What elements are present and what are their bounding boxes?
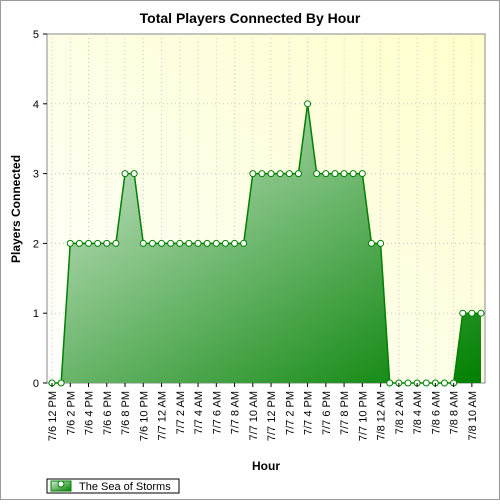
data-point <box>404 379 412 387</box>
legend: The Sea of Storms <box>46 478 180 494</box>
x-tick-label: 7/6 6 PM <box>102 391 114 435</box>
data-point <box>340 170 348 178</box>
x-tick-label: 7/6 12 PM <box>47 391 59 441</box>
data-point <box>358 170 366 178</box>
x-tick-label: 7/6 4 PM <box>84 391 96 435</box>
data-point <box>203 239 211 247</box>
x-tick-label: 7/8 6 AM <box>430 391 442 434</box>
data-point <box>249 170 257 178</box>
data-point <box>167 239 175 247</box>
x-tick-label: 7/7 4 PM <box>303 391 315 435</box>
data-point <box>176 239 184 247</box>
data-point <box>477 309 485 317</box>
data-point <box>240 239 248 247</box>
data-point <box>94 239 102 247</box>
data-point <box>112 239 120 247</box>
data-point <box>103 239 111 247</box>
x-tick-label: 7/8 4 AM <box>412 391 424 434</box>
data-point <box>130 170 138 178</box>
data-point <box>221 239 229 247</box>
data-point <box>322 170 330 178</box>
data-point <box>468 309 476 317</box>
x-tick-label: 7/7 6 PM <box>321 391 333 435</box>
y-tick-label: 3 <box>33 169 39 181</box>
data-point <box>276 170 284 178</box>
x-tick-label: 7/8 8 AM <box>449 391 461 434</box>
x-tick-label: 7/7 8 AM <box>230 391 242 434</box>
x-tick-label: 7/7 10 PM <box>357 391 369 441</box>
data-point <box>331 170 339 178</box>
data-point <box>66 239 74 247</box>
data-point <box>158 239 166 247</box>
x-tick-label: 7/7 6 AM <box>211 391 223 434</box>
x-tick-label: 7/7 2 PM <box>284 391 296 435</box>
data-point <box>367 239 375 247</box>
x-tick-label: 7/7 8 PM <box>339 391 351 435</box>
x-tick-label: 7/7 10 AM <box>248 391 260 441</box>
x-tick-label: 7/8 2 AM <box>394 391 406 434</box>
data-point <box>386 379 394 387</box>
chart-title: Total Players Connected By Hour <box>140 10 361 26</box>
data-point <box>304 100 312 108</box>
data-point <box>212 239 220 247</box>
data-point <box>313 170 321 178</box>
x-tick-label: 7/8 12 AM <box>376 391 388 441</box>
data-point <box>349 170 357 178</box>
series-fill <box>52 103 481 384</box>
legend-marker <box>57 480 65 488</box>
data-point <box>231 239 239 247</box>
y-axis-ticks: 0 1 2 3 4 5 <box>33 29 47 390</box>
x-tick-label: 7/8 10 AM <box>467 391 479 441</box>
data-point <box>148 239 156 247</box>
x-tick-label: 7/7 12 PM <box>266 391 278 441</box>
data-point <box>258 170 266 178</box>
legend-box <box>46 478 180 494</box>
data-point <box>75 239 83 247</box>
data-point <box>139 239 147 247</box>
x-tick-label: 7/7 4 AM <box>193 391 205 434</box>
data-point <box>440 379 448 387</box>
x-axis-title: Hour <box>252 459 280 473</box>
x-tick-label: 7/6 2 PM <box>65 391 77 435</box>
data-point <box>294 170 302 178</box>
y-tick-label: 4 <box>33 99 39 111</box>
y-tick-label: 0 <box>33 378 39 390</box>
data-point <box>194 239 202 247</box>
data-point <box>267 170 275 178</box>
data-point <box>422 379 430 387</box>
data-point <box>85 239 93 247</box>
x-axis-ticks: 7/6 12 PM 7/6 2 PM 7/6 4 PM 7/6 6 PM 7/6 8 P… <box>47 383 479 441</box>
x-tick-label: 7/6 8 PM <box>120 391 132 435</box>
x-tick-label: 7/7 2 AM <box>175 391 187 434</box>
data-point <box>185 239 193 247</box>
x-tick-label: 7/7 12 AM <box>157 391 169 441</box>
data-point <box>459 309 467 317</box>
data-point <box>121 170 129 178</box>
data-point <box>57 379 65 387</box>
legend-label: The Sea of Storms <box>79 481 171 493</box>
y-tick-label: 1 <box>33 308 39 320</box>
y-tick-label: 5 <box>33 29 39 41</box>
y-tick-label: 2 <box>33 238 39 250</box>
y-axis-title: Players Connected <box>9 155 23 263</box>
data-point <box>285 170 293 178</box>
data-point <box>377 239 385 247</box>
x-tick-label: 7/6 10 PM <box>138 391 150 441</box>
